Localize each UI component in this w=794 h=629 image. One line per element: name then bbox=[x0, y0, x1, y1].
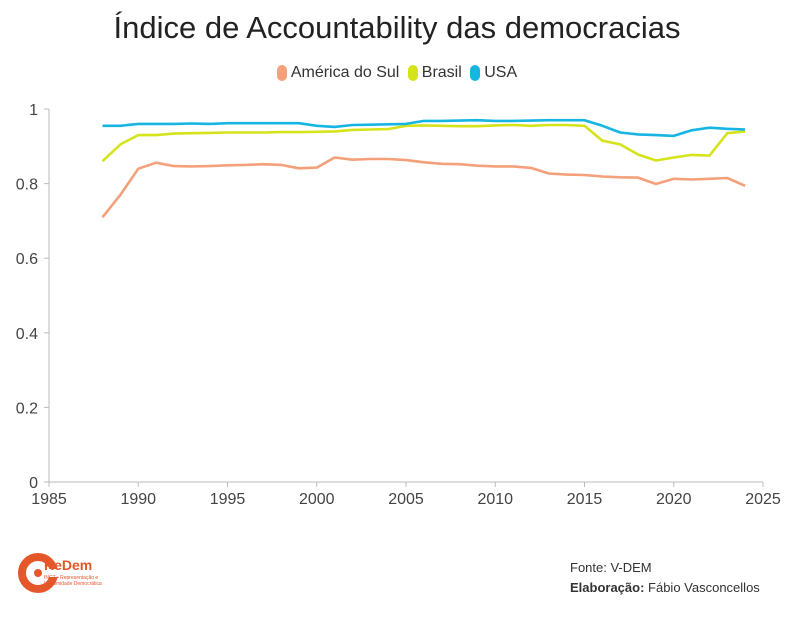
legend-swatch-usa bbox=[470, 65, 481, 81]
series-line-brasil bbox=[101, 123, 746, 163]
x-tick-label: 1990 bbox=[120, 491, 156, 508]
x-tick-label: 2005 bbox=[388, 491, 424, 508]
legend-swatch-america-do-sul bbox=[276, 65, 287, 81]
x-tick-label: 1985 bbox=[31, 491, 67, 508]
credit-line: Elaboração: Fábio Vasconcellos bbox=[570, 578, 760, 598]
series-line-usa bbox=[102, 118, 746, 138]
logo-wordmark: ReDem bbox=[44, 557, 93, 573]
y-tick-label: 0 bbox=[29, 475, 38, 492]
legend-item-usa: USA bbox=[470, 64, 517, 82]
y-tick-label: 1 bbox=[29, 102, 38, 119]
chart-title: Índice de Accountability das democracias bbox=[113, 10, 681, 45]
legend-swatch-brasil bbox=[407, 65, 418, 81]
credit-name: Fábio Vasconcellos bbox=[644, 580, 760, 595]
y-tick-label: 0.6 bbox=[16, 251, 38, 268]
y-tick-label: 0.4 bbox=[16, 326, 38, 343]
x-tick-label: 1995 bbox=[210, 491, 246, 508]
x-tick-label: 2010 bbox=[477, 491, 513, 508]
legend-item-brasil: Brasil bbox=[407, 64, 462, 82]
legend-item-america-do-sul: América do Sul bbox=[276, 64, 400, 82]
credit-label: Elaboração: bbox=[570, 580, 645, 595]
y-tick-label: 0.8 bbox=[16, 177, 38, 194]
y-tick-label: 0.2 bbox=[16, 400, 38, 417]
legend-label-america-do-sul: América do Sul bbox=[290, 64, 400, 81]
logo-subtitle: INCT • Representação e Legitimidade Demo… bbox=[44, 575, 102, 587]
series-line-america-do-sul bbox=[101, 156, 746, 219]
legend-label-brasil: Brasil bbox=[421, 64, 462, 81]
x-tick-label: 2000 bbox=[299, 491, 335, 508]
legend: América do Sul Brasil USA bbox=[0, 64, 794, 86]
x-tick-label: 2020 bbox=[656, 491, 692, 508]
x-tick-label: 2015 bbox=[567, 491, 603, 508]
legend-label-usa: USA bbox=[484, 64, 518, 81]
x-tick-label: 2025 bbox=[745, 491, 781, 508]
redem-logo-icon bbox=[18, 553, 58, 593]
source-text: Fonte: V-DEM bbox=[570, 560, 652, 575]
source-note: Fonte: V-DEM Elaboração: Fábio Vasconcel… bbox=[570, 558, 760, 598]
